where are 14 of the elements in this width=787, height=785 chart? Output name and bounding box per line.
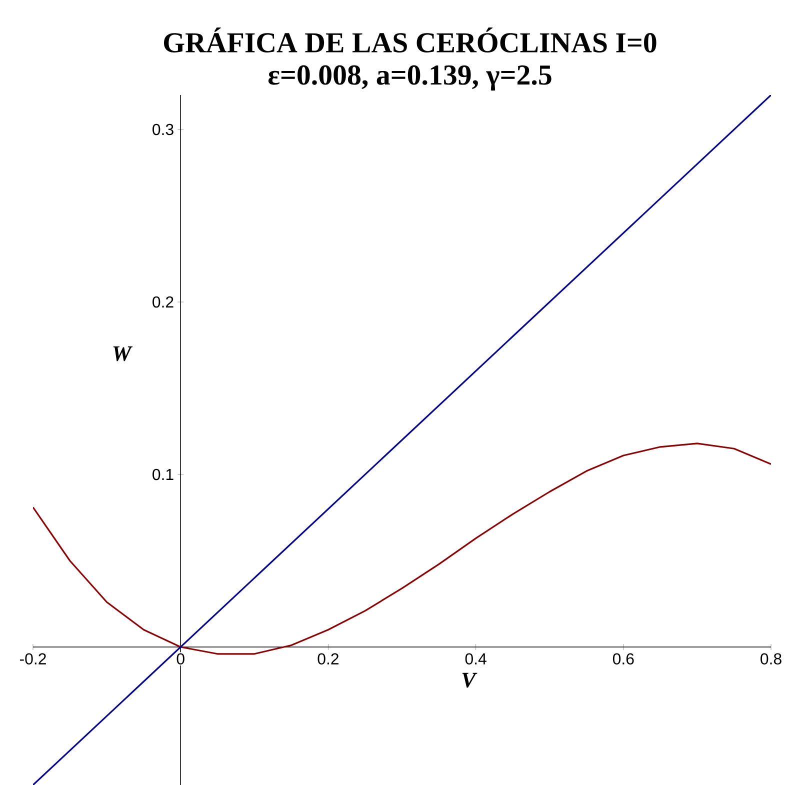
x-tick-label: 0.2	[318, 653, 338, 664]
chart-subtitle: ε=0.008, a=0.139, γ=2.5	[268, 65, 552, 91]
y-tick-label: 0.2	[152, 296, 174, 308]
chart-title: GRÁFICA DE LAS CERÓCLINAS I=0	[164, 27, 656, 53]
x-axis-title: V	[462, 672, 478, 688]
line-series	[33, 442, 772, 655]
x-tick-label: 0.6	[612, 653, 634, 664]
y-tick-label: 0.1	[152, 468, 174, 480]
x-tick-label: -0.2	[20, 653, 46, 664]
y-axis-title: W	[113, 346, 133, 362]
x-tick-label: 0.8	[760, 653, 782, 664]
x-tick-label: 0	[176, 653, 184, 664]
y-tick-label: 0.3	[152, 124, 174, 136]
x-tick-label: 0.4	[465, 653, 486, 664]
